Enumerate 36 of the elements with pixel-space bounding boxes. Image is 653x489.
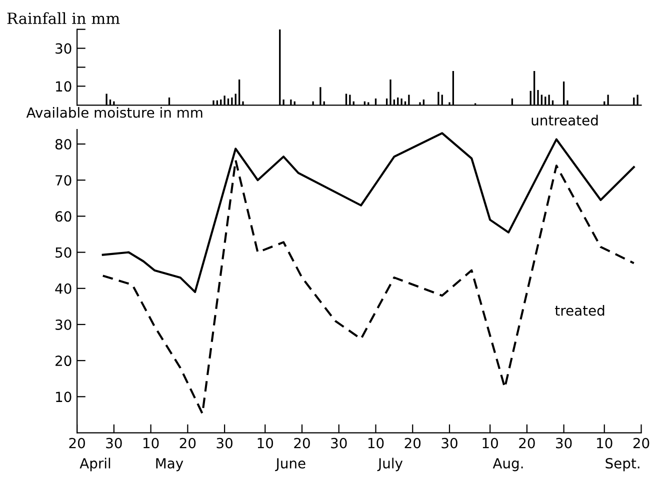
x-tick-label: 20 bbox=[633, 438, 650, 448]
x-tick-label: 30 bbox=[442, 438, 458, 448]
x2-tick-label: May bbox=[156, 458, 184, 472]
y-axis-title: Available moisture in mm bbox=[26, 107, 202, 118]
x-tick-label: 10 bbox=[143, 438, 159, 448]
y-tick-label: 40 bbox=[55, 283, 72, 294]
y-tick-label: 70 bbox=[56, 175, 72, 186]
y-tick-label: 10 bbox=[56, 81, 72, 92]
x-tick-label: 10 bbox=[482, 438, 498, 448]
y-tick-label: 30 bbox=[56, 319, 72, 330]
x-tick-label: 30 bbox=[331, 438, 347, 448]
y-axis-title: Rainfall in mm bbox=[7, 12, 120, 24]
y-tick-label: 60 bbox=[55, 211, 72, 222]
x-tick-label: 20 bbox=[180, 438, 196, 448]
y-tick-label: 10 bbox=[56, 392, 72, 402]
x2-tick-label: June bbox=[275, 458, 306, 472]
x-tick-label: 20 bbox=[69, 438, 85, 448]
x-tick-label: 20 bbox=[519, 438, 535, 448]
x-tick-label: 30 bbox=[216, 438, 232, 448]
x2-tick-label: July bbox=[377, 458, 403, 472]
x-tick-label: 20 bbox=[294, 438, 310, 448]
x-tick-label: 10 bbox=[258, 438, 274, 448]
y-tick-label: 20 bbox=[56, 356, 72, 366]
series-label: untreated bbox=[532, 114, 598, 126]
x2-tick-label: Aug. bbox=[492, 458, 523, 472]
text: treated bbox=[555, 305, 604, 316]
x-tick-label: 20 bbox=[404, 438, 421, 448]
y-tick-label: 30 bbox=[56, 43, 72, 54]
x2-tick-label: Sept. bbox=[606, 458, 640, 472]
x2-tick-label: April bbox=[80, 458, 110, 472]
y-tick-label: 50 bbox=[56, 247, 72, 258]
y-tick-label: 80 bbox=[55, 138, 72, 150]
x-tick-label: 30 bbox=[106, 438, 122, 448]
x-tick-label: 30 bbox=[556, 438, 572, 448]
x-tick-label: 10 bbox=[368, 438, 384, 448]
x-tick-label: 10 bbox=[597, 438, 612, 448]
